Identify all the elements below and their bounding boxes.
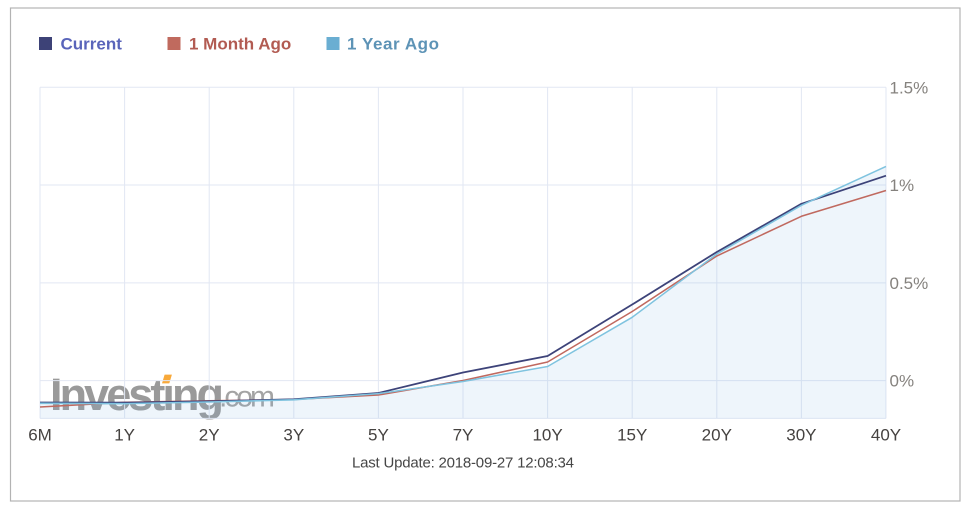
svg-text:6M: 6M: [28, 426, 52, 445]
svg-text:7Y: 7Y: [453, 426, 474, 445]
svg-text:0%: 0%: [890, 372, 915, 391]
svg-text:0.5%: 0.5%: [890, 274, 929, 293]
svg-text:Current: Current: [61, 35, 123, 54]
svg-text:15Y: 15Y: [617, 426, 647, 445]
svg-text:1Y: 1Y: [114, 426, 135, 445]
svg-text:5Y: 5Y: [368, 426, 389, 445]
svg-text:2Y: 2Y: [199, 426, 220, 445]
svg-text:10Y: 10Y: [532, 426, 562, 445]
svg-text:Investıng: Investıng: [50, 369, 224, 420]
svg-text:1 Year Ago: 1 Year Ago: [347, 35, 439, 54]
svg-text:3Y: 3Y: [283, 426, 304, 445]
svg-text:.com: .com: [219, 380, 275, 413]
svg-text:1%: 1%: [890, 176, 915, 195]
svg-text:30Y: 30Y: [786, 426, 816, 445]
svg-text:1.5%: 1.5%: [890, 79, 929, 98]
svg-text:20Y: 20Y: [702, 426, 732, 445]
svg-text:Last Update: 2018-09-27 12:08:: Last Update: 2018-09-27 12:08:34: [352, 455, 574, 472]
svg-text:40Y: 40Y: [871, 426, 901, 445]
svg-text:1 Month Ago: 1 Month Ago: [189, 35, 291, 54]
